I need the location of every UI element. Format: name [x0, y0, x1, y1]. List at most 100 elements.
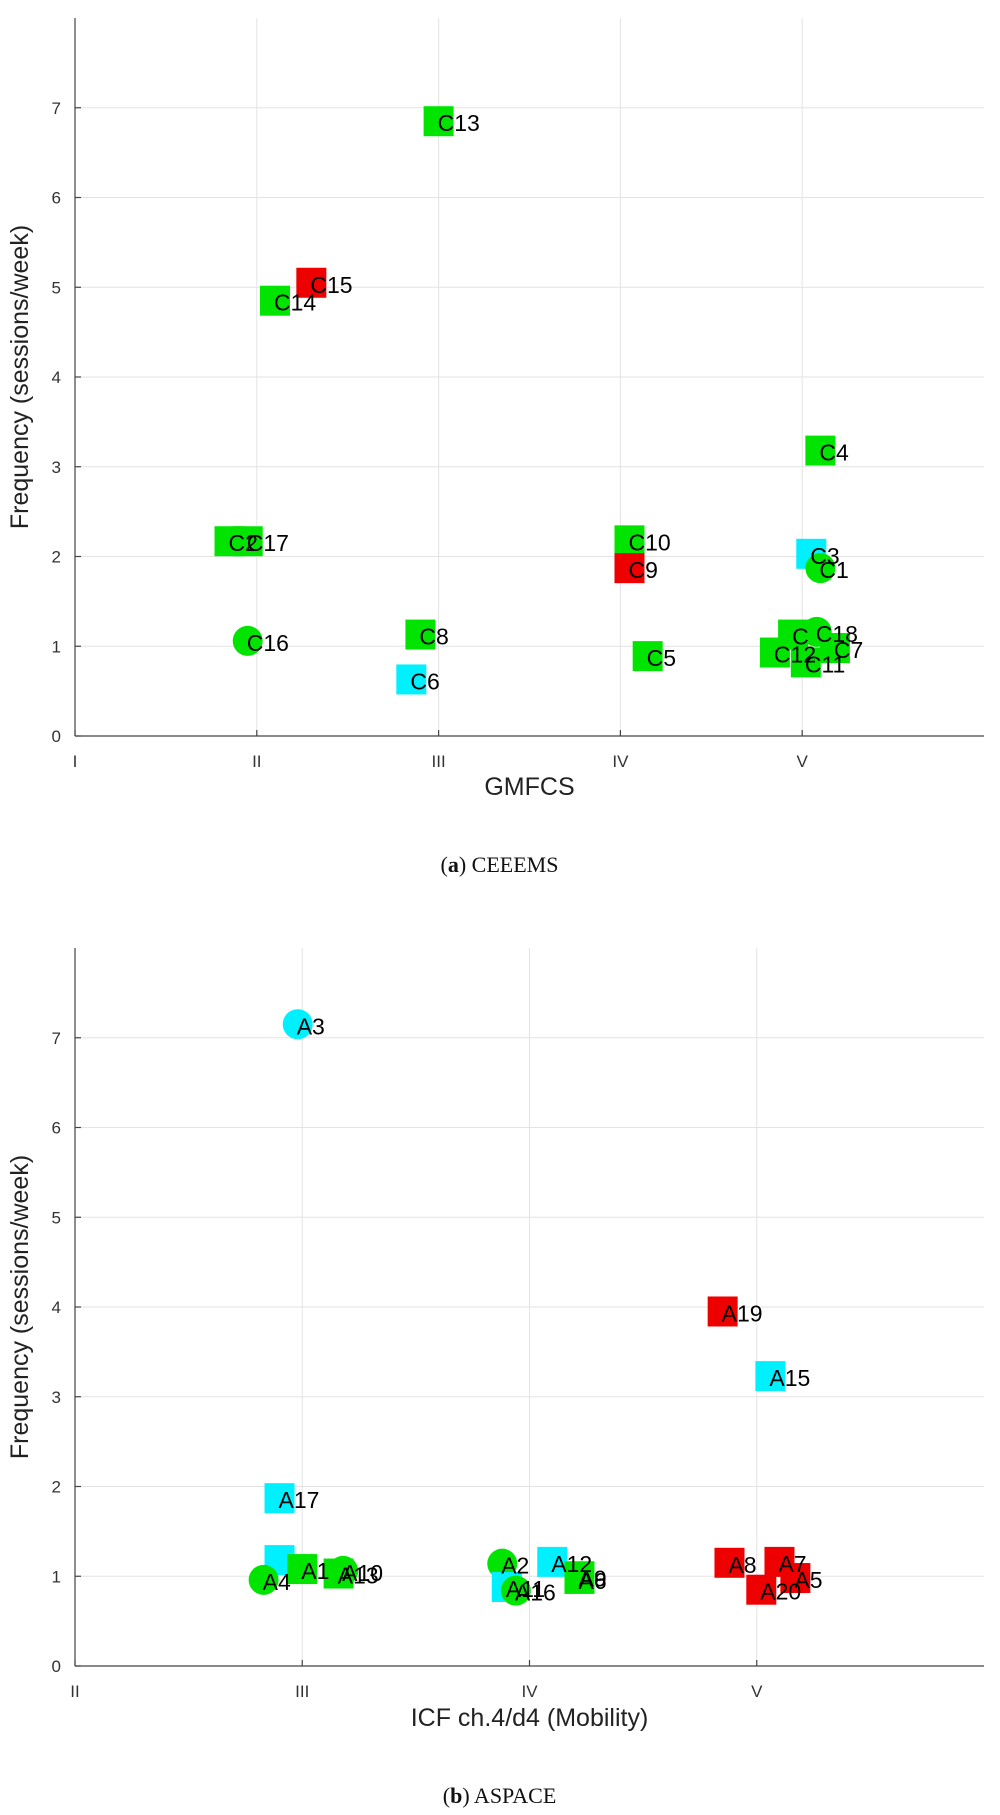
- point-marker-square: [232, 526, 263, 557]
- point-marker-square: [287, 1554, 318, 1585]
- point-label: C3: [810, 543, 839, 569]
- point-label: A16: [515, 1580, 556, 1606]
- point-label: A4: [263, 1569, 291, 1595]
- x-axis-label: ICF ch.4/d4 (Mobility): [411, 1704, 649, 1732]
- subfigure-caption: (b) ASPACE: [443, 1783, 557, 1808]
- point-marker-square: [632, 641, 663, 672]
- y-tick-label: 2: [52, 1478, 61, 1497]
- point-label: A19: [722, 1300, 763, 1326]
- y-tick-label: 7: [52, 1029, 61, 1048]
- point-marker-square: [714, 1547, 745, 1578]
- point-marker-square: [790, 647, 821, 678]
- point-label: C13: [438, 110, 480, 136]
- point-label: C15: [310, 272, 352, 298]
- y-axis-label: Frequency (sessions/week): [6, 1155, 34, 1459]
- x-tick-label: II: [70, 1682, 79, 1701]
- point-marker-circle: [805, 553, 836, 584]
- point-label: C12: [774, 642, 816, 668]
- point-marker-square: [259, 285, 290, 316]
- point-label: A6: [578, 1568, 606, 1594]
- point-label: A7: [778, 1551, 806, 1577]
- point-label: A15: [769, 1365, 810, 1391]
- point-marker-square: [614, 553, 645, 584]
- point-label: C6: [410, 668, 439, 694]
- point-marker-square: [296, 267, 327, 298]
- point-marker-square: [614, 525, 645, 556]
- point-marker-square: [264, 1483, 295, 1514]
- y-tick-label: 5: [52, 1208, 61, 1227]
- y-tick-label: 1: [52, 637, 61, 656]
- point-label: C5: [647, 645, 676, 671]
- point-marker-circle: [500, 1575, 531, 1606]
- point-label: C9: [628, 557, 657, 583]
- point-label: A17: [279, 1487, 320, 1513]
- x-tick-label: V: [797, 752, 809, 771]
- y-tick-label: 0: [52, 727, 61, 746]
- point-label: C4: [819, 440, 849, 466]
- point-marker-square: [564, 1563, 595, 1594]
- y-axis-label: Frequency (sessions/week): [6, 225, 34, 529]
- point-label: A11: [506, 1576, 545, 1602]
- point-marker-square: [780, 1563, 811, 1594]
- point-label: A9: [578, 1565, 606, 1591]
- point-label: A8: [728, 1552, 756, 1578]
- point-marker-square: [819, 633, 850, 664]
- y-tick-label: 3: [52, 458, 61, 477]
- point-label: C17: [247, 530, 289, 556]
- x-tick-label: V: [751, 1682, 763, 1701]
- point-label: C7: [834, 637, 863, 663]
- subfigure-caption: (a) CEEEMS: [441, 852, 559, 877]
- y-tick-label: 4: [52, 368, 61, 387]
- x-tick-label: IV: [612, 752, 629, 771]
- point-label: C10: [628, 529, 670, 555]
- point-marker-square: [707, 1296, 738, 1327]
- point-label: A10: [342, 1560, 383, 1586]
- point-label: C11: [805, 651, 846, 677]
- point-label: C16: [247, 630, 289, 656]
- x-tick-label: IV: [521, 1682, 538, 1701]
- point-label: A20: [760, 1579, 801, 1605]
- x-axis-label: GMFCS: [484, 773, 574, 801]
- point-label: A3: [297, 1013, 325, 1039]
- y-tick-label: 7: [52, 99, 61, 118]
- point-marker-circle: [487, 1548, 518, 1579]
- y-tick-label: 6: [52, 1119, 61, 1138]
- point-marker-square: [396, 664, 427, 695]
- x-tick-label: I: [73, 752, 78, 771]
- y-tick-label: 3: [52, 1388, 61, 1407]
- point-marker-square: [537, 1546, 568, 1577]
- point-marker-square: [805, 435, 836, 466]
- point-marker-square: [405, 619, 436, 650]
- point-label: C8: [419, 624, 448, 650]
- point-marker-square: [323, 1558, 354, 1589]
- point-label: C18: [816, 621, 858, 647]
- point-label: C: [792, 624, 809, 650]
- point-marker-circle: [282, 1009, 313, 1040]
- y-tick-label: 5: [52, 278, 61, 297]
- point-marker-square: [755, 1361, 786, 1392]
- point-marker-square: [746, 1574, 777, 1605]
- point-label: A1: [301, 1558, 329, 1584]
- point-label: C1: [819, 557, 848, 583]
- point-marker-square: [759, 637, 790, 668]
- point-label: C14: [274, 290, 316, 316]
- y-tick-label: 0: [52, 1657, 61, 1676]
- point-marker-circle: [248, 1564, 279, 1595]
- point-label: A13: [338, 1563, 379, 1589]
- x-tick-label: III: [432, 752, 446, 771]
- point-label: A2: [501, 1553, 529, 1579]
- point-label: A12: [551, 1551, 592, 1577]
- point-marker-circle: [232, 625, 263, 656]
- x-tick-label: III: [295, 1682, 309, 1701]
- y-tick-label: 4: [52, 1298, 61, 1317]
- point-label: C2: [229, 530, 258, 556]
- y-tick-label: 2: [52, 548, 61, 567]
- point-marker-square: [423, 106, 454, 137]
- y-tick-label: 6: [52, 189, 61, 208]
- y-tick-label: 1: [52, 1567, 61, 1586]
- x-tick-label: II: [252, 752, 261, 771]
- point-label: A5: [794, 1567, 822, 1593]
